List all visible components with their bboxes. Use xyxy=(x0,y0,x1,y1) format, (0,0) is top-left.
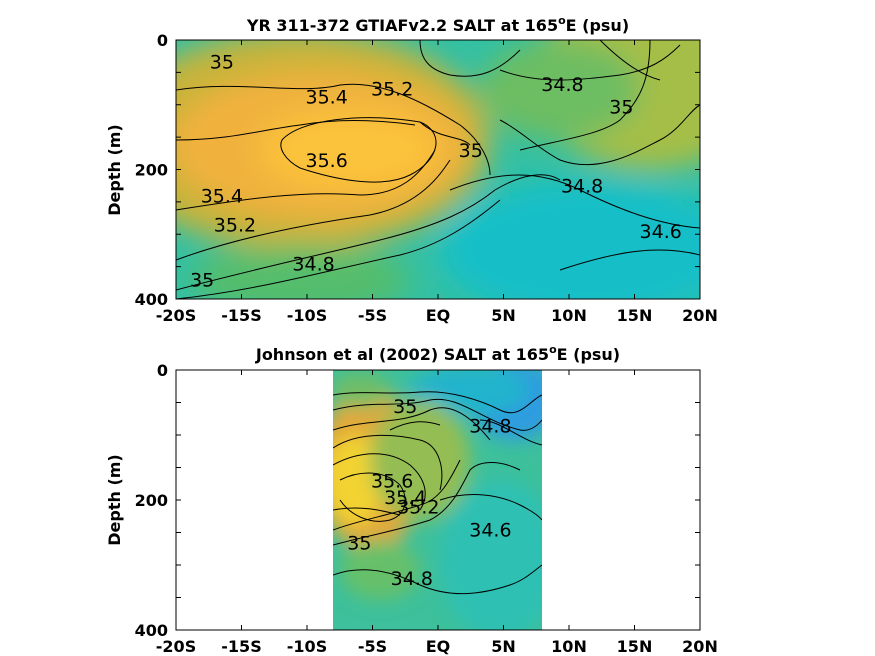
x-tick-label: -20S xyxy=(156,637,196,656)
y-tick-label: 400 xyxy=(135,621,168,640)
contour-label: 34.6 xyxy=(469,519,511,541)
contour-label: 34.6 xyxy=(640,221,682,243)
contour-label: 35.6 xyxy=(371,471,413,493)
contour-label: 34.8 xyxy=(391,568,433,590)
contour-label: 35 xyxy=(459,140,483,162)
panel-a-ylabel: Depth (m) xyxy=(105,124,124,216)
panel-b-field xyxy=(333,370,542,630)
y-tick-label: 400 xyxy=(135,290,168,309)
contour-label: 35 xyxy=(609,97,633,119)
contour-label: 35 xyxy=(210,51,234,73)
contour-label: 35.2 xyxy=(371,79,413,101)
x-tick-label: 5N xyxy=(491,306,516,325)
contour-label: 35 xyxy=(190,270,214,292)
y-tick-label: 200 xyxy=(135,161,168,180)
contour-label: 35.4 xyxy=(305,86,347,108)
x-tick-label: 5N xyxy=(491,637,516,656)
contour-label: 34.8 xyxy=(561,176,603,198)
x-tick-label: 15N xyxy=(617,306,653,325)
contour-label: 34.8 xyxy=(469,415,511,437)
x-tick-label: -15S xyxy=(221,306,261,325)
y-tick-label: 0 xyxy=(157,31,168,50)
panel-a-contours xyxy=(176,40,700,299)
x-tick-label: -10S xyxy=(287,637,327,656)
contour-label: 35.4 xyxy=(201,185,243,207)
y-tick-label: 200 xyxy=(135,491,168,510)
contour-label: 35.6 xyxy=(305,150,347,172)
panel-b-ylabel: Depth (m) xyxy=(105,454,124,546)
panel-a-title: YR 311-372 GTIAFv2.2 SALT at 165oE (psu) xyxy=(246,14,629,35)
contour-label: 35 xyxy=(393,396,417,418)
contour-label: 35.4 xyxy=(384,487,426,509)
x-tick-label: -20S xyxy=(156,306,196,325)
panel-b-contour-labels: 35 34.8 35.635.435.2 34.6 35 34.8 xyxy=(347,396,511,590)
x-tick-label: -5S xyxy=(358,306,387,325)
x-tick-label: 20N xyxy=(682,637,718,656)
panel-b-contours xyxy=(333,391,542,595)
x-tick-label: -10S xyxy=(287,306,327,325)
x-tick-label: 15N xyxy=(617,637,653,656)
panel-a-contour-labels: 35 35.4 35.2 34.8 35 35.6 35 34.8 35.4 35.2 34.6 34… xyxy=(190,51,682,291)
x-tick-label: EQ xyxy=(426,637,451,656)
x-tick-label: 20N xyxy=(682,306,718,325)
y-tick-label: 0 xyxy=(157,361,168,380)
x-tick-label: EQ xyxy=(426,306,451,325)
panel-b-title: Johnson et al (2002) SALT at 165oE (psu) xyxy=(255,343,620,364)
x-tick-label: 10N xyxy=(551,637,587,656)
x-tick-label: -5S xyxy=(358,637,387,656)
contour-label: 35.2 xyxy=(214,215,256,237)
contour-label: 35.2 xyxy=(397,497,439,519)
x-tick-label: 10N xyxy=(551,306,587,325)
contour-label: 35 xyxy=(347,532,371,554)
contour-label: 34.8 xyxy=(292,253,334,275)
x-tick-label: -15S xyxy=(221,637,261,656)
panel-a: YR 311-372 GTIAFv2.2 SALT at 165oE (psu) xyxy=(105,14,718,325)
panel-a-ticks: -20S -15S -10S -5S EQ 5N 10N 15N 20N 0 200 400 xyxy=(135,31,718,325)
panel-a-field xyxy=(176,40,700,299)
contour-label: 34.8 xyxy=(541,74,583,96)
panel-b-ticks: -20S -15S -10S -5S EQ 5N 10N 15N 20N 0 200 400 xyxy=(135,361,718,656)
panel-b: Johnson et al (2002) SALT at 165oE (psu) xyxy=(105,343,718,656)
